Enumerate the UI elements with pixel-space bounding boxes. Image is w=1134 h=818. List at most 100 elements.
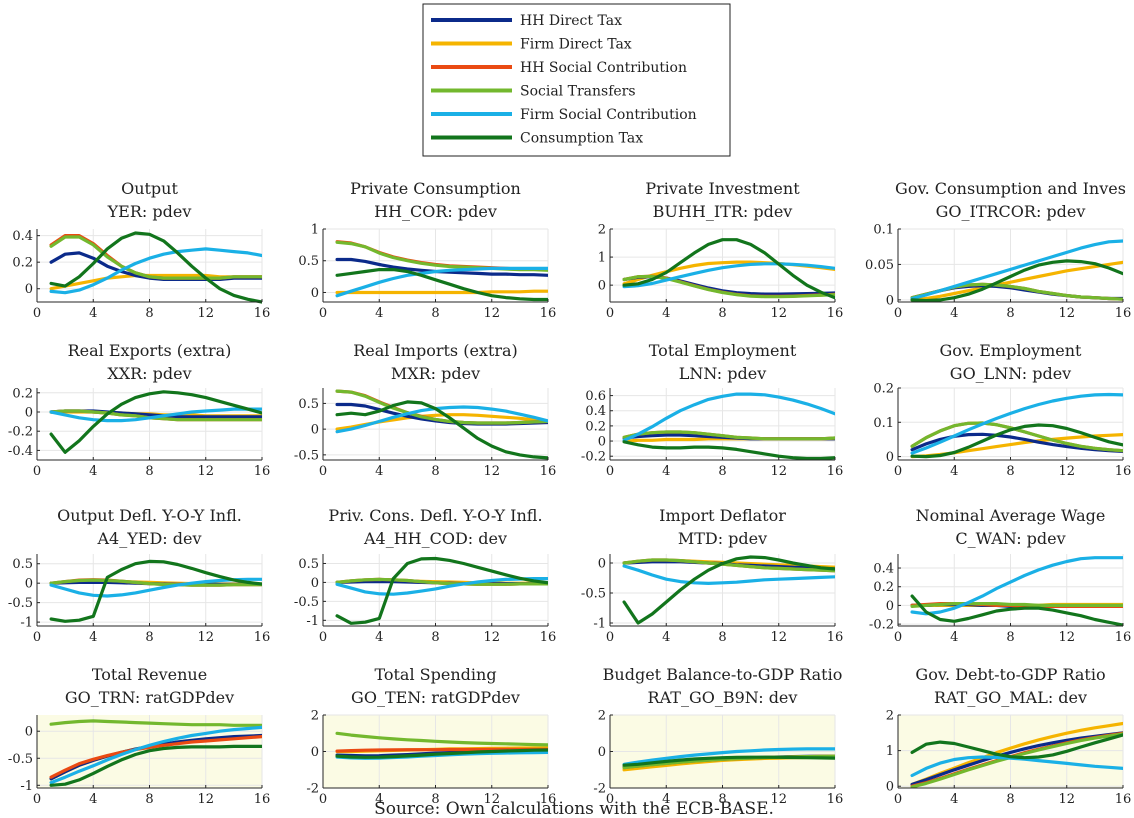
x-tick-label: 4 <box>375 306 383 321</box>
x-tick-label: 0 <box>894 306 902 321</box>
x-tick-label: 12 <box>197 306 214 321</box>
panel-title: Budget Balance-to-GDP Ratio <box>603 665 843 684</box>
legend-box <box>422 3 731 157</box>
series-line-social-transfers <box>335 577 548 586</box>
panel-mtd-pdev: 0 4 8 12 16 -1 -0.5 0 Import Deflator MTD: pdev <box>581 506 843 645</box>
panel-a4-hh-cod-dev: 0 4 8 12 16 -1 -0.5 0 0.5 Priv. Cons. Defl. Y-O-Y… <box>294 506 556 645</box>
series-line-firm-social-contribution <box>49 407 262 423</box>
y-tick-label: 0 <box>311 423 319 438</box>
series-group <box>335 240 548 302</box>
y-tick-label: -0.5 <box>581 587 606 602</box>
x-tick-label: 8 <box>1006 306 1014 321</box>
panel-title: Total Employment <box>649 341 797 360</box>
series-group <box>622 555 835 625</box>
series-line-firm-social-contribution <box>622 392 835 442</box>
x-tick-label: 0 <box>33 306 41 321</box>
legend-label-firm-direct-tax: Firm Direct Tax <box>520 37 632 53</box>
x-tick-label: 4 <box>375 464 383 479</box>
series-line-consumption-tax <box>910 423 1123 459</box>
series-line-hh-social-contribution <box>49 734 262 779</box>
y-tick-label: 1 <box>886 744 894 759</box>
y-tick-label: 2 <box>598 709 606 724</box>
series-line-firm-social-contribution <box>910 392 1123 455</box>
y-tick-label: -1 <box>306 614 319 629</box>
panel-a4-yed-dev: 0 4 8 12 16 -1 -0.5 0 0.5 Output Defl. Y-O-Y Infl… <box>8 506 270 645</box>
y-tick-label: 0 <box>886 293 894 308</box>
series-line-consumption-tax <box>335 748 548 759</box>
y-tick-label: 0 <box>598 557 606 572</box>
x-tick-label: 8 <box>718 306 726 321</box>
x-tick-label: 8 <box>718 792 726 807</box>
panel-go-lnn-pdev: 0 4 8 12 16 0 0.1 0.2 Gov. Employment GO_LNN: pde… <box>873 341 1131 479</box>
series-group <box>622 238 835 300</box>
series-line-firm-social-contribution <box>335 576 548 596</box>
x-tick-label: 4 <box>89 464 97 479</box>
x-tick-label: 12 <box>197 464 214 479</box>
y-tick-label: 0.2 <box>12 386 33 401</box>
x-tick-label: 12 <box>770 630 787 645</box>
panel-title: Private Investment <box>645 179 800 198</box>
caption: Source: Own calculations with the ECB-BA… <box>374 799 774 818</box>
x-tick-label: 0 <box>894 792 902 807</box>
y-tick-label: 0 <box>311 286 319 301</box>
panel-subtitle: MXR: pdev <box>391 364 480 383</box>
y-tick-label: 1 <box>598 251 606 266</box>
panel-subtitle: GO_TRN: ratGDPdev <box>65 688 234 707</box>
series-line-firm-social-contribution <box>622 564 835 586</box>
y-tick-label: 0.1 <box>873 416 894 431</box>
y-tick-label: -1 <box>20 779 33 794</box>
panel-subtitle: GO_TEN: ratGDPdev <box>351 688 520 707</box>
x-tick-label: 12 <box>483 464 500 479</box>
series-group <box>335 556 548 625</box>
y-tick-label: 2 <box>598 223 606 238</box>
x-tick-label: 0 <box>319 630 327 645</box>
x-tick-label: 4 <box>89 306 97 321</box>
legend: HH Direct Tax Firm Direct Tax HH Social Co… <box>422 3 731 157</box>
series-line-consumption-tax <box>622 555 835 625</box>
series-group <box>622 392 835 461</box>
panel-xxr-pdev: 0 4 8 12 16 -0.4 -0.2 0 0.2 Real Exports (extra) X… <box>8 341 270 479</box>
panel-subtitle: A4_HH_COD: dev <box>363 529 507 548</box>
legend-label-social-transfers: Social Transfers <box>520 84 636 100</box>
panel-subtitle: RAT_GO_MAL: dev <box>934 688 1087 707</box>
y-tick-label: 0 <box>311 745 319 760</box>
series-line-social-transfers <box>49 235 262 280</box>
x-tick-label: 8 <box>718 630 726 645</box>
series-line-firm-social-contribution <box>49 577 262 598</box>
y-tick-label: -0.5 <box>8 752 33 767</box>
x-tick-label: 0 <box>606 464 614 479</box>
x-tick-label: 0 <box>894 464 902 479</box>
panel-title: Nominal Average Wage <box>916 506 1106 525</box>
x-tick-label: 16 <box>1115 630 1132 645</box>
series-line-consumption-tax <box>910 733 1123 760</box>
x-tick-label: 12 <box>770 464 787 479</box>
panel-title: Output Defl. Y-O-Y Infl. <box>57 506 242 525</box>
y-tick-label: 0.5 <box>298 557 319 572</box>
panel-subtitle: GO_LNN: pdev <box>950 364 1071 383</box>
series-line-social-transfers <box>49 719 262 727</box>
y-tick-label: -0.2 <box>869 618 894 633</box>
x-tick-label: 12 <box>770 792 787 807</box>
series-line-social-transfers <box>335 389 548 425</box>
panel-subtitle: RAT_GO_B9N: dev <box>648 688 798 707</box>
series-line-consumption-tax <box>335 400 548 460</box>
legend-label-hh-direct-tax: HH Direct Tax <box>520 13 622 29</box>
x-tick-label: 8 <box>145 630 153 645</box>
series-group <box>49 719 262 787</box>
series-group <box>910 392 1123 459</box>
y-tick-label: 2 <box>886 709 894 724</box>
panel-title: Total Revenue <box>92 665 207 684</box>
series-line-firm-social-contribution <box>49 247 262 295</box>
series-line-firm-social-contribution <box>910 556 1123 616</box>
panel-title: Priv. Cons. Defl. Y-O-Y Infl. <box>328 506 542 525</box>
y-tick-label: 0.2 <box>873 580 894 595</box>
series-line-consumption-tax <box>335 556 548 625</box>
series-group <box>49 231 262 304</box>
x-tick-label: 8 <box>431 306 439 321</box>
panel-subtitle: HH_COR: pdev <box>374 202 497 221</box>
